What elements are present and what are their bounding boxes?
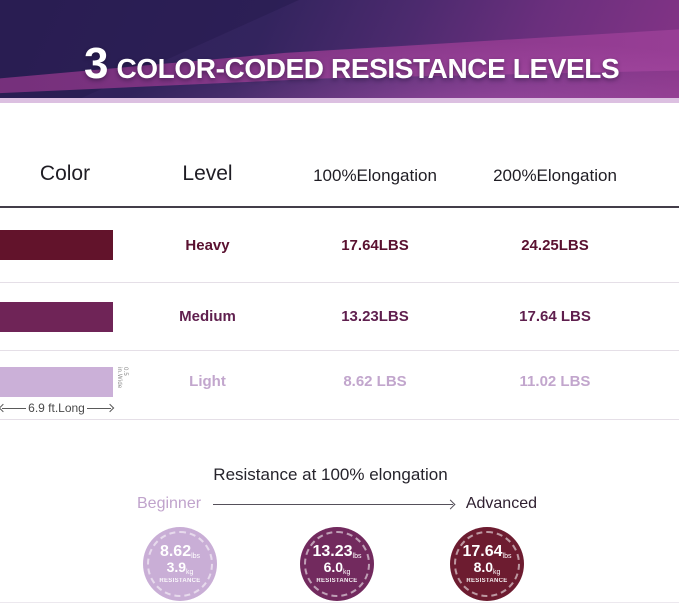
kg-unit: kg [493, 569, 501, 577]
banner-title: 3 COLOR-CODED RESISTANCE LEVELS [84, 39, 620, 88]
dimension-line-right [86, 407, 111, 409]
arrow-shaft [213, 503, 453, 505]
advanced-label: Advanced [465, 495, 537, 512]
dimension-arrow-left-icon [0, 403, 8, 413]
badge-caption: RESISTANCE [316, 578, 358, 585]
dimension-line-left [2, 407, 27, 409]
light-swatch-cell: 0.5 in.Wide 6.9 ft.Long [0, 351, 130, 415]
column-header-color: Color [39, 162, 91, 185]
resistance-badge-medium: 13.23lbs 6.0kg RESISTANCE [300, 527, 374, 601]
light-200-elongation-value: 11.02 LBS [519, 373, 591, 390]
band-width-label: 0.5 in.Wide [116, 367, 128, 389]
resistance-badge-light: 8.62lbs 3.9kg RESISTANCE [143, 527, 217, 601]
resistance-badge-heavy: 17.64lbs 8.0kg RESISTANCE [450, 527, 524, 601]
badge-dashed-ring [304, 531, 370, 597]
medium-level-label: Medium [179, 308, 236, 325]
band-length-dimension: 6.9 ft.Long [0, 401, 115, 415]
banner-title-number: 3 [84, 39, 109, 88]
beginner-label: Beginner [137, 495, 202, 512]
table-header-row: Color Level 100%Elongation 200%Elongatio… [0, 103, 679, 208]
medium-band-swatch [0, 301, 113, 332]
badge-caption: RESISTANCE [159, 578, 201, 585]
badge-dashed-ring [454, 531, 520, 597]
header-banner: 3 COLOR-CODED RESISTANCE LEVELS [0, 0, 679, 103]
heavy-swatch-cell [0, 230, 130, 260]
arrow-head-icon [445, 499, 456, 509]
lbs-unit: lbs [502, 552, 512, 560]
kg-unit: kg [186, 569, 194, 577]
column-header-100-elongation: 100%Elongation [313, 166, 437, 185]
column-header-level: Level [182, 162, 233, 185]
medium-swatch-cell [0, 301, 130, 332]
skill-progression: Beginner Advanced [137, 495, 537, 513]
badge-caption: RESISTANCE [466, 578, 508, 585]
table-row-medium: Medium 13.23LBS 17.64 LBS [0, 283, 679, 351]
band-length-label: 6.9 ft.Long [28, 401, 85, 415]
badge-dashed-ring [147, 531, 213, 597]
kg-unit: kg [343, 569, 351, 577]
medium-100-elongation-value: 13.23LBS [341, 308, 409, 325]
heavy-200-elongation-value: 24.25LBS [521, 236, 589, 254]
light-band-swatch [0, 367, 113, 397]
dimension-arrow-right-icon [105, 403, 115, 413]
table-row-light: 0.5 in.Wide 6.9 ft.Long Light 8.62 LBS 1… [0, 351, 679, 420]
light-level-label: Light [189, 373, 226, 390]
banner-light-swoosh [0, 0, 679, 98]
summary-title: Resistance at 100% elongation [213, 465, 448, 484]
elongation-summary-section: Resistance at 100% elongation Beginner A… [0, 425, 679, 602]
column-header-200-elongation: 200%Elongation [493, 166, 617, 185]
lbs-unit: lbs [352, 552, 362, 560]
light-100-elongation-value: 8.62 LBS [343, 373, 407, 390]
medium-200-elongation-value: 17.64 LBS [519, 308, 591, 325]
heavy-band-swatch [0, 230, 113, 260]
table-row-heavy: Heavy 17.64LBS 24.25LBS [0, 208, 679, 283]
banner-title-text: COLOR-CODED RESISTANCE LEVELS [116, 53, 620, 84]
progression-arrow [213, 499, 456, 509]
heavy-100-elongation-value: 17.64LBS [341, 236, 409, 254]
heavy-level-label: Heavy [185, 236, 230, 254]
lbs-unit: lbs [191, 552, 201, 560]
